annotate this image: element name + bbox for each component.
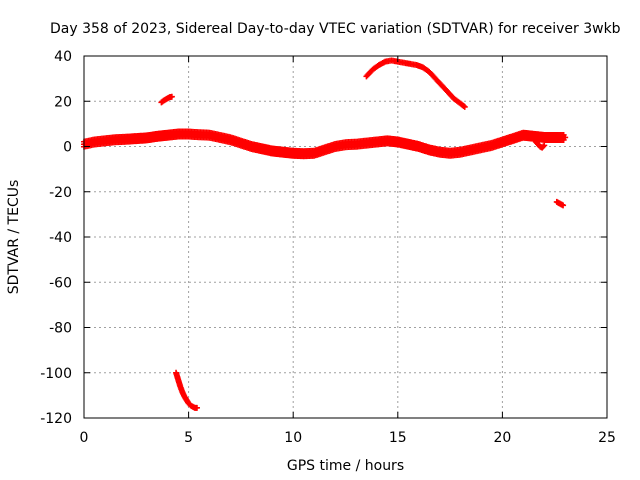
plot-points	[81, 57, 569, 411]
data-point	[560, 202, 567, 209]
grid	[84, 56, 607, 418]
data-point	[540, 143, 547, 150]
data-point	[461, 103, 468, 110]
y-tick-label: -120	[40, 411, 72, 427]
y-tick-label: 40	[54, 49, 72, 65]
data-point	[193, 404, 200, 411]
data-point	[562, 134, 569, 141]
y-tick-label: 0	[63, 140, 72, 156]
y-axis-label: SDTVAR / TECUs	[6, 180, 22, 295]
x-tick-label: 20	[493, 430, 511, 446]
data-point	[460, 103, 467, 110]
y-tick-label: 20	[54, 94, 72, 110]
axis-ticks: 0 5 10 15 20 25 -120 -100 -80 -60 -40 -20 0 20 40	[40, 49, 616, 446]
x-axis-label: GPS time / hours	[287, 458, 404, 474]
x-tick-label: 0	[80, 430, 89, 446]
y-tick-label: -80	[49, 321, 72, 337]
x-tick-label: 25	[598, 430, 616, 446]
chart-title: Day 358 of 2023, Sidereal Day-to-day VTE…	[50, 21, 621, 37]
data-point	[168, 93, 175, 100]
y-tick-label: -20	[49, 185, 72, 201]
y-tick-label: -60	[49, 275, 72, 291]
x-tick-label: 10	[284, 430, 302, 446]
y-tick-label: -100	[40, 366, 72, 382]
x-tick-label: 5	[184, 430, 193, 446]
x-tick-label: 15	[389, 430, 407, 446]
data-point	[541, 142, 548, 149]
y-tick-label: -40	[49, 230, 72, 246]
